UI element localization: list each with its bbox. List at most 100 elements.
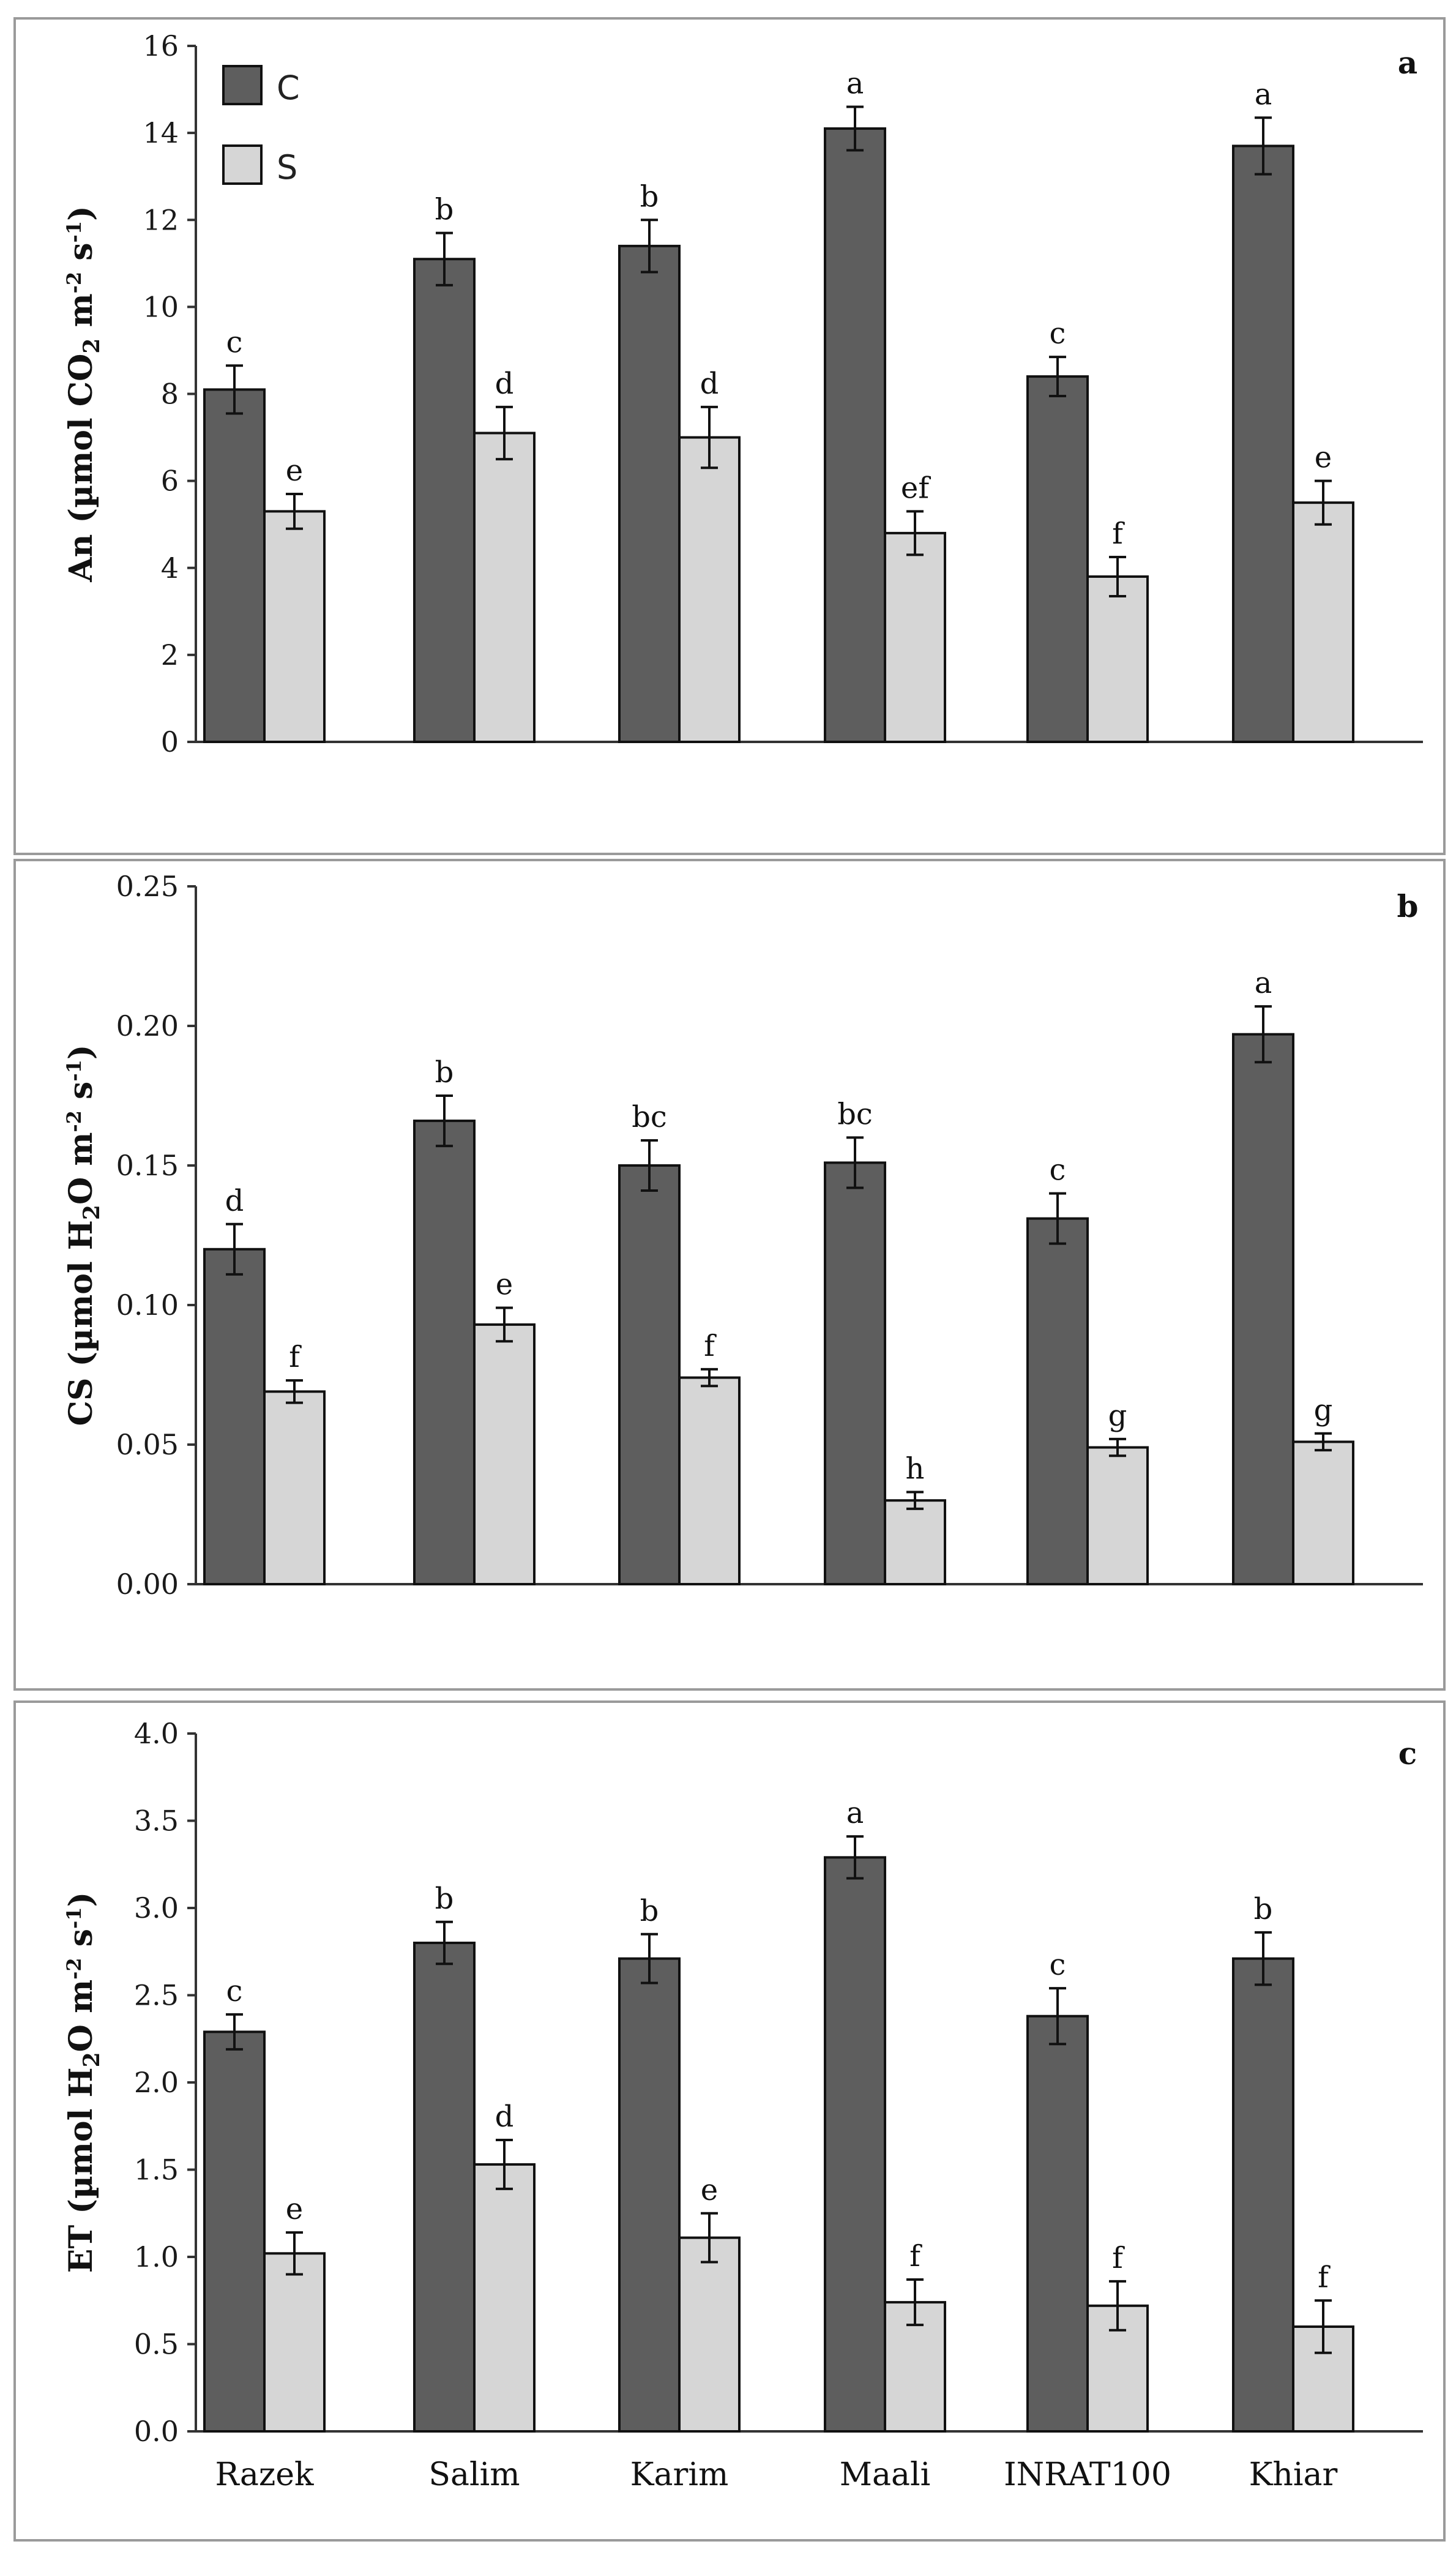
- bar-C-Salim: [413, 1942, 476, 2433]
- y-tick-label: 0.25: [116, 870, 179, 903]
- significance-letter: d: [495, 2100, 514, 2134]
- y-tick-label: 4: [161, 552, 179, 585]
- bar-S-Salim: [473, 2163, 536, 2433]
- y-tick-label: 12: [143, 203, 179, 236]
- significance-letter: f: [1112, 2241, 1125, 2275]
- bar-S-Maali: [884, 1499, 946, 1585]
- y-tick-label: 0.0: [134, 2415, 179, 2448]
- category-label-Khiar: Khiar: [1249, 2456, 1338, 2493]
- legend-swatch-S: [222, 144, 263, 185]
- significance-letter: h: [906, 1452, 925, 1486]
- y-tick-label: 0: [161, 725, 179, 758]
- y-tick-label: 2.5: [134, 1979, 179, 2012]
- legend-label-C: C: [277, 69, 300, 107]
- bar-C-Maali: [824, 127, 886, 744]
- bar-S-Karim: [678, 436, 741, 743]
- bar-S-Razek: [263, 510, 326, 744]
- significance-letter: a: [846, 66, 864, 100]
- panel-letter: a: [1398, 45, 1417, 81]
- y-tick-label: 8: [161, 378, 179, 411]
- bar-C-Razek: [203, 2030, 266, 2433]
- y-axis-title: An (µmol CO2 m-2 s-1): [62, 206, 105, 582]
- significance-letter: f: [289, 1340, 302, 1374]
- y-axis-title: CS (µmol H2O m-2 s-1): [62, 1045, 105, 1426]
- bar-S-Razek: [263, 1390, 326, 1586]
- bar-C-Khiar: [1232, 1033, 1294, 1586]
- significance-letter: c: [1050, 1948, 1066, 1982]
- y-tick-label: 3.5: [134, 1805, 179, 1838]
- bar-C-INRAT100: [1026, 375, 1089, 743]
- panel-c: 0.0 0.5 1.0 1.5 2.0 2.5 3.0 3.5 4.0 ET (µmol H2O …: [62, 1717, 1423, 2493]
- y-tick-label: 4.0: [134, 1717, 179, 1750]
- y-tick-label: 1.5: [134, 2153, 179, 2187]
- category-label-Salim: Salim: [428, 2456, 520, 2493]
- significance-letter: g: [1108, 1399, 1127, 1433]
- significance-letter: d: [495, 367, 514, 401]
- significance-letter: d: [700, 367, 719, 401]
- significance-letter: b: [640, 1894, 659, 1928]
- panel-letter: b: [1397, 888, 1419, 924]
- category-label-Razek: Razek: [215, 2456, 314, 2493]
- y-tick-label: 0.05: [116, 1428, 179, 1461]
- significance-letter: bc: [632, 1100, 667, 1134]
- significance-letter: e: [496, 1268, 513, 1302]
- significance-letter: f: [1112, 517, 1125, 551]
- significance-letter: e: [286, 2192, 303, 2226]
- y-tick-label: 14: [143, 116, 179, 149]
- significance-letter: b: [435, 1882, 454, 1916]
- significance-letter: bc: [837, 1097, 873, 1131]
- significance-letter: c: [1050, 1153, 1066, 1188]
- bar-S-Salim: [473, 1323, 536, 1585]
- y-tick-label: 6: [161, 465, 179, 498]
- significance-letter: b: [1254, 1892, 1273, 1926]
- bar-S-Khiar: [1292, 1440, 1354, 1585]
- bar-S-Maali: [884, 531, 946, 744]
- significance-letter: f: [1318, 2260, 1331, 2294]
- y-tick-label: 1.0: [134, 2240, 179, 2273]
- bar-S-Karim: [678, 2236, 741, 2433]
- bar-C-INRAT100: [1026, 2014, 1089, 2433]
- significance-letter: b: [640, 179, 659, 214]
- category-label-INRAT100: INRAT100: [1004, 2456, 1171, 2493]
- bar-S-Khiar: [1292, 501, 1354, 743]
- significance-letter: f: [704, 1329, 717, 1363]
- significance-letter: e: [701, 2173, 718, 2207]
- significance-letter: a: [1255, 966, 1272, 1000]
- y-tick-label: 16: [143, 29, 179, 62]
- bar-C-Karim: [618, 1957, 681, 2433]
- bar-C-Razek: [203, 388, 266, 743]
- significance-letter: f: [909, 2239, 922, 2273]
- bar-C-Salim: [413, 1120, 476, 1586]
- y-tick-label: 0.5: [134, 2328, 179, 2361]
- significance-letter: e: [1315, 441, 1332, 475]
- significance-letter: a: [846, 1796, 864, 1830]
- legend-swatch-C: [222, 65, 263, 105]
- bar-S-Salim: [473, 432, 536, 743]
- y-tick-label: 0.15: [116, 1149, 179, 1182]
- significance-letter: e: [286, 454, 303, 488]
- significance-letter: a: [1255, 77, 1272, 111]
- significance-letter: c: [1050, 316, 1066, 351]
- bar-C-INRAT100: [1026, 1217, 1089, 1585]
- bar-S-INRAT100: [1086, 575, 1149, 744]
- significance-letter: c: [226, 1974, 243, 2008]
- panel-b: 0.00 0.05 0.10 0.15 0.20 0.25 CS (µmol H2O m-2…: [62, 870, 1423, 1601]
- category-label-Maali: Maali: [840, 2456, 931, 2493]
- y-axis-title: ET (µmol H2O m-2 s-1): [62, 1892, 105, 2273]
- significance-letter: g: [1314, 1393, 1333, 1427]
- panel-letter: c: [1398, 1735, 1417, 1771]
- y-tick-label: 10: [143, 290, 179, 323]
- bar-C-Razek: [203, 1248, 266, 1586]
- bar-S-Razek: [263, 2252, 326, 2433]
- y-tick-label: 0.10: [116, 1289, 179, 1322]
- significance-letter: d: [225, 1184, 244, 1218]
- y-tick-label: 0.20: [116, 1009, 179, 1042]
- bar-S-Karim: [678, 1376, 741, 1586]
- significance-letter: b: [435, 1055, 454, 1090]
- y-tick-label: 2.0: [134, 2066, 179, 2099]
- category-label-Karim: Karim: [630, 2456, 729, 2493]
- bar-C-Karim: [618, 1164, 681, 1585]
- significance-letter: c: [226, 325, 243, 359]
- bar-C-Khiar: [1232, 144, 1294, 744]
